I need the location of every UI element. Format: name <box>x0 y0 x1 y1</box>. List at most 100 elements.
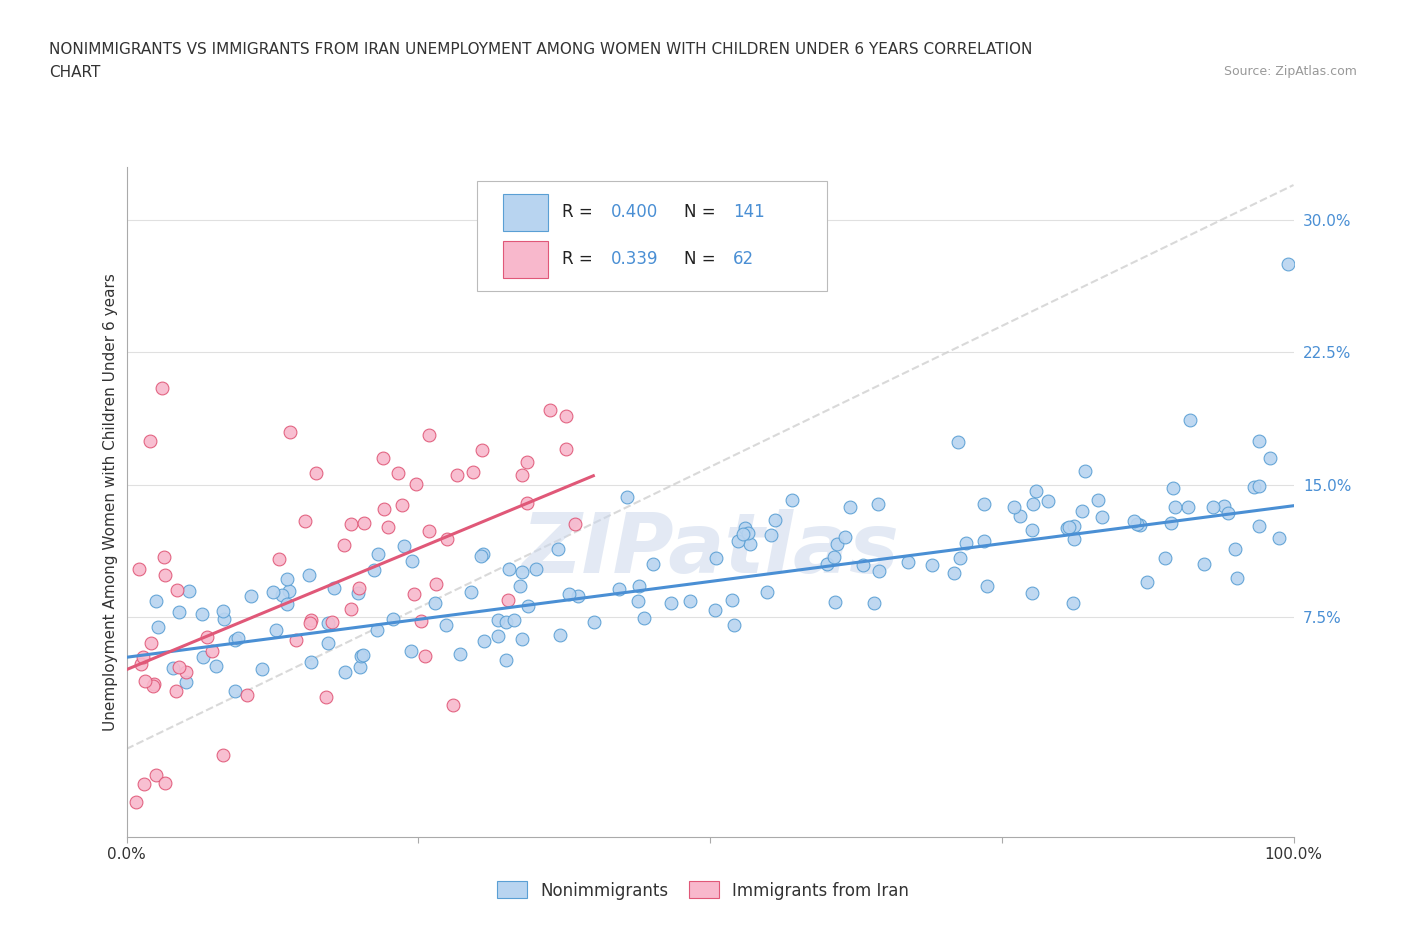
Point <box>1021 522 1043 537</box>
Point <box>377 520 399 535</box>
Point <box>1056 521 1078 536</box>
Point <box>1025 484 1047 498</box>
Point <box>132 650 155 665</box>
Point <box>449 646 471 661</box>
Point <box>1063 532 1085 547</box>
Point <box>1218 506 1240 521</box>
Point <box>1226 570 1249 585</box>
Point <box>363 562 385 577</box>
Point <box>973 534 995 549</box>
Point <box>235 687 257 702</box>
Point <box>583 615 606 630</box>
Point <box>425 577 447 591</box>
Point <box>564 517 586 532</box>
Point <box>852 558 875 573</box>
Point <box>567 589 589 604</box>
Point <box>524 561 547 576</box>
Point <box>167 659 190 674</box>
Point <box>510 632 533 647</box>
Point <box>827 537 849 551</box>
Point <box>269 551 291 566</box>
Point <box>1249 519 1271 534</box>
Point <box>868 564 890 578</box>
Point <box>863 595 886 610</box>
Point <box>404 587 426 602</box>
Point <box>276 572 298 587</box>
Point <box>153 550 176 565</box>
Point <box>349 660 371 675</box>
Point <box>1192 557 1215 572</box>
Point <box>142 679 165 694</box>
Point <box>1087 493 1109 508</box>
Bar <box>503 241 548 277</box>
Point <box>373 451 395 466</box>
Point <box>824 594 846 609</box>
Point <box>1277 257 1299 272</box>
Point <box>727 534 749 549</box>
Point <box>1071 504 1094 519</box>
Point <box>153 775 176 790</box>
Point <box>418 524 440 538</box>
Point <box>516 496 538 511</box>
Point <box>197 629 219 644</box>
Point <box>1126 516 1149 531</box>
Point <box>350 649 373 664</box>
Point <box>538 403 561 418</box>
Point <box>1178 413 1201 428</box>
Point <box>391 498 413 513</box>
Point <box>145 594 167 609</box>
Point <box>191 649 214 664</box>
Point <box>1057 520 1080 535</box>
Point <box>211 604 233 618</box>
Text: ZIPatlas: ZIPatlas <box>522 509 898 590</box>
Text: R =: R = <box>562 204 598 221</box>
Point <box>1074 464 1097 479</box>
Point <box>1247 433 1270 448</box>
Point <box>278 424 301 439</box>
Point <box>896 554 918 569</box>
Point <box>373 501 395 516</box>
Point <box>125 794 148 809</box>
Point <box>703 603 725 618</box>
Point <box>321 615 343 630</box>
Point <box>423 596 446 611</box>
Point <box>1063 519 1085 534</box>
Point <box>460 585 482 600</box>
Point <box>285 633 308 648</box>
Point <box>332 538 354 552</box>
Point <box>461 464 484 479</box>
Point <box>366 622 388 637</box>
Point <box>780 493 803 508</box>
Point <box>1036 493 1059 508</box>
Point <box>190 606 212 621</box>
Point <box>834 529 856 544</box>
Point <box>226 631 249 645</box>
Point <box>973 497 995 512</box>
Point <box>271 587 294 602</box>
Point <box>347 580 370 595</box>
Point <box>759 527 782 542</box>
Point <box>224 632 246 647</box>
Point <box>555 408 578 423</box>
Point <box>205 658 228 673</box>
Point <box>418 428 440 443</box>
Point <box>661 595 683 610</box>
Point <box>471 443 494 458</box>
Point <box>128 561 150 576</box>
Point <box>299 616 322 631</box>
Point <box>264 623 287 638</box>
Point <box>1129 517 1152 532</box>
Point <box>838 499 860 514</box>
Point <box>294 513 316 528</box>
Point <box>224 684 246 699</box>
Point <box>510 565 533 579</box>
Point <box>548 628 571 643</box>
Point <box>823 549 845 564</box>
Point <box>162 661 184 676</box>
Point <box>734 521 756 536</box>
Point <box>139 433 162 448</box>
Point <box>547 541 569 556</box>
Point <box>627 578 650 593</box>
Text: Source: ZipAtlas.com: Source: ZipAtlas.com <box>1223 65 1357 78</box>
Point <box>815 556 838 571</box>
